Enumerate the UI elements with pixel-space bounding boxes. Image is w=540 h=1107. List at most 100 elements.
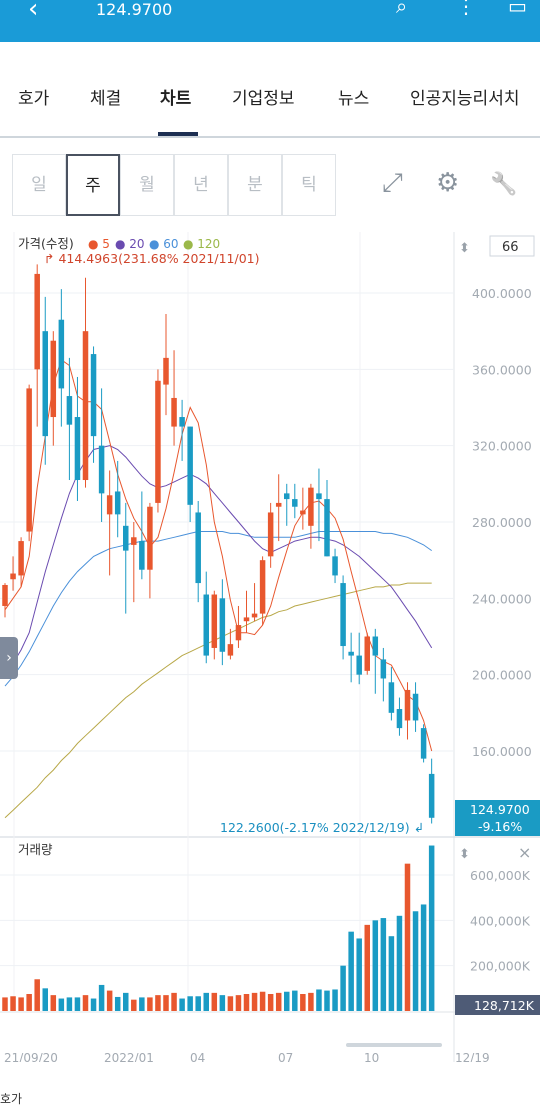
volume-bar[interactable] — [372, 920, 379, 1011]
volume-bar[interactable] — [308, 992, 314, 1011]
candle-body[interactable] — [356, 655, 362, 675]
period-month-button[interactable]: 월 — [120, 154, 174, 216]
price-volume-chart[interactable]: 400.0000 360.0000 320.0000 280.0000 240.0000… — [0, 232, 540, 1065]
candle-body[interactable] — [340, 583, 346, 647]
search-icon[interactable]: ⌕ — [396, 0, 408, 18]
candle-body[interactable] — [42, 331, 49, 437]
tab-company-info[interactable]: 기업정보 — [232, 89, 295, 109]
expand-icon[interactable]: ⤢ — [382, 168, 403, 198]
volume-bar[interactable] — [340, 965, 346, 1011]
period-week-button[interactable]: 주 — [66, 154, 120, 216]
volume-bar[interactable] — [251, 992, 258, 1011]
volume-bar[interactable] — [90, 998, 97, 1011]
volume-bar[interactable] — [187, 996, 193, 1011]
volume-bar[interactable] — [18, 997, 24, 1011]
volume-bar[interactable] — [10, 996, 16, 1011]
candle-body[interactable] — [284, 493, 290, 500]
volume-bar[interactable] — [332, 989, 338, 1011]
candle-body[interactable] — [34, 273, 40, 370]
candle-body[interactable] — [259, 560, 266, 614]
candle-body[interactable] — [211, 594, 218, 648]
candle-body[interactable] — [98, 445, 105, 494]
candle-body[interactable] — [179, 417, 185, 427]
volume-bar[interactable] — [34, 979, 40, 1011]
candle-body[interactable] — [300, 510, 306, 515]
candle-body[interactable] — [235, 625, 242, 641]
candle-body[interactable] — [10, 573, 16, 580]
time-scrollbar[interactable] — [346, 1043, 442, 1047]
volume-bar[interactable] — [171, 992, 177, 1011]
candle-body[interactable] — [275, 502, 282, 507]
candle-body[interactable] — [396, 709, 403, 729]
candle-body[interactable] — [308, 487, 314, 526]
candle-body[interactable] — [364, 636, 371, 671]
period-minute-button[interactable]: 분 — [228, 154, 282, 216]
volume-bar[interactable] — [412, 911, 419, 1011]
volume-bar[interactable] — [284, 991, 290, 1011]
candle-body[interactable] — [324, 499, 330, 557]
candle-body[interactable] — [66, 396, 73, 425]
candle-body[interactable] — [90, 354, 97, 437]
chart-area[interactable]: 400.0000 360.0000 320.0000 280.0000 240.0000… — [0, 232, 540, 1065]
volume-bar[interactable] — [219, 995, 226, 1011]
candle-body[interactable] — [227, 644, 234, 656]
more-icon[interactable]: ⋮ — [456, 0, 476, 18]
volume-bar[interactable] — [147, 997, 153, 1011]
volume-bar[interactable] — [58, 998, 65, 1011]
volume-bar[interactable] — [66, 997, 73, 1011]
volume-bar[interactable] — [259, 991, 266, 1011]
candle-body[interactable] — [50, 340, 57, 418]
candle-body[interactable] — [412, 693, 419, 721]
candle-body[interactable] — [251, 613, 258, 618]
volume-bar[interactable] — [316, 989, 322, 1011]
candle-body[interactable] — [219, 598, 226, 652]
candle-body[interactable] — [106, 495, 113, 515]
candle-body[interactable] — [195, 512, 201, 584]
candle-body[interactable] — [58, 319, 65, 389]
volume-bar[interactable] — [300, 994, 306, 1011]
tab-trades[interactable]: 체결 — [90, 89, 122, 109]
candle-body[interactable] — [74, 417, 81, 481]
candle-body[interactable] — [380, 659, 387, 679]
volume-bar[interactable] — [235, 995, 242, 1011]
period-year-button[interactable]: 년 — [174, 154, 228, 216]
volume-bar[interactable] — [139, 997, 145, 1011]
volume-bar[interactable] — [292, 990, 298, 1011]
volume-bar[interactable] — [420, 904, 427, 1011]
candle-body[interactable] — [332, 556, 338, 576]
volume-bar[interactable] — [195, 996, 201, 1011]
candle-body[interactable] — [404, 689, 411, 721]
candle-body[interactable] — [18, 541, 24, 576]
tab-chart[interactable]: 차트 — [160, 89, 192, 109]
candle-body[interactable] — [131, 537, 137, 545]
volume-bar[interactable] — [243, 994, 250, 1011]
volume-bar[interactable] — [203, 992, 210, 1011]
candle-body[interactable] — [82, 331, 89, 481]
candle-body[interactable] — [2, 584, 8, 606]
candle-body[interactable] — [316, 493, 322, 500]
volume-bar[interactable] — [267, 994, 274, 1011]
tab-news[interactable]: 뉴스 — [338, 89, 370, 109]
candle-body[interactable] — [203, 594, 210, 656]
candle-body[interactable] — [114, 491, 121, 515]
volume-bar[interactable] — [364, 924, 371, 1011]
candle-body[interactable] — [26, 388, 32, 532]
settings-icon[interactable]: ⚙ — [436, 168, 460, 198]
candle-body[interactable] — [155, 380, 161, 503]
candle-body[interactable] — [428, 773, 435, 818]
volume-bar[interactable] — [82, 995, 89, 1011]
candle-body[interactable] — [388, 682, 395, 713]
volume-bar[interactable] — [356, 938, 362, 1011]
volume-bar[interactable] — [348, 931, 354, 1011]
candle-body[interactable] — [372, 636, 379, 656]
side-panel-handle[interactable]: › — [0, 637, 18, 679]
candle-body[interactable] — [348, 651, 354, 656]
volume-bar[interactable] — [404, 863, 411, 1011]
volume-bar[interactable] — [2, 997, 8, 1011]
candle-body[interactable] — [292, 499, 298, 507]
candle-body[interactable] — [187, 426, 193, 505]
volume-bar[interactable] — [163, 995, 169, 1011]
candle-body[interactable] — [267, 512, 274, 557]
volume-bar[interactable] — [380, 918, 387, 1011]
volume-bar[interactable] — [428, 845, 435, 1011]
